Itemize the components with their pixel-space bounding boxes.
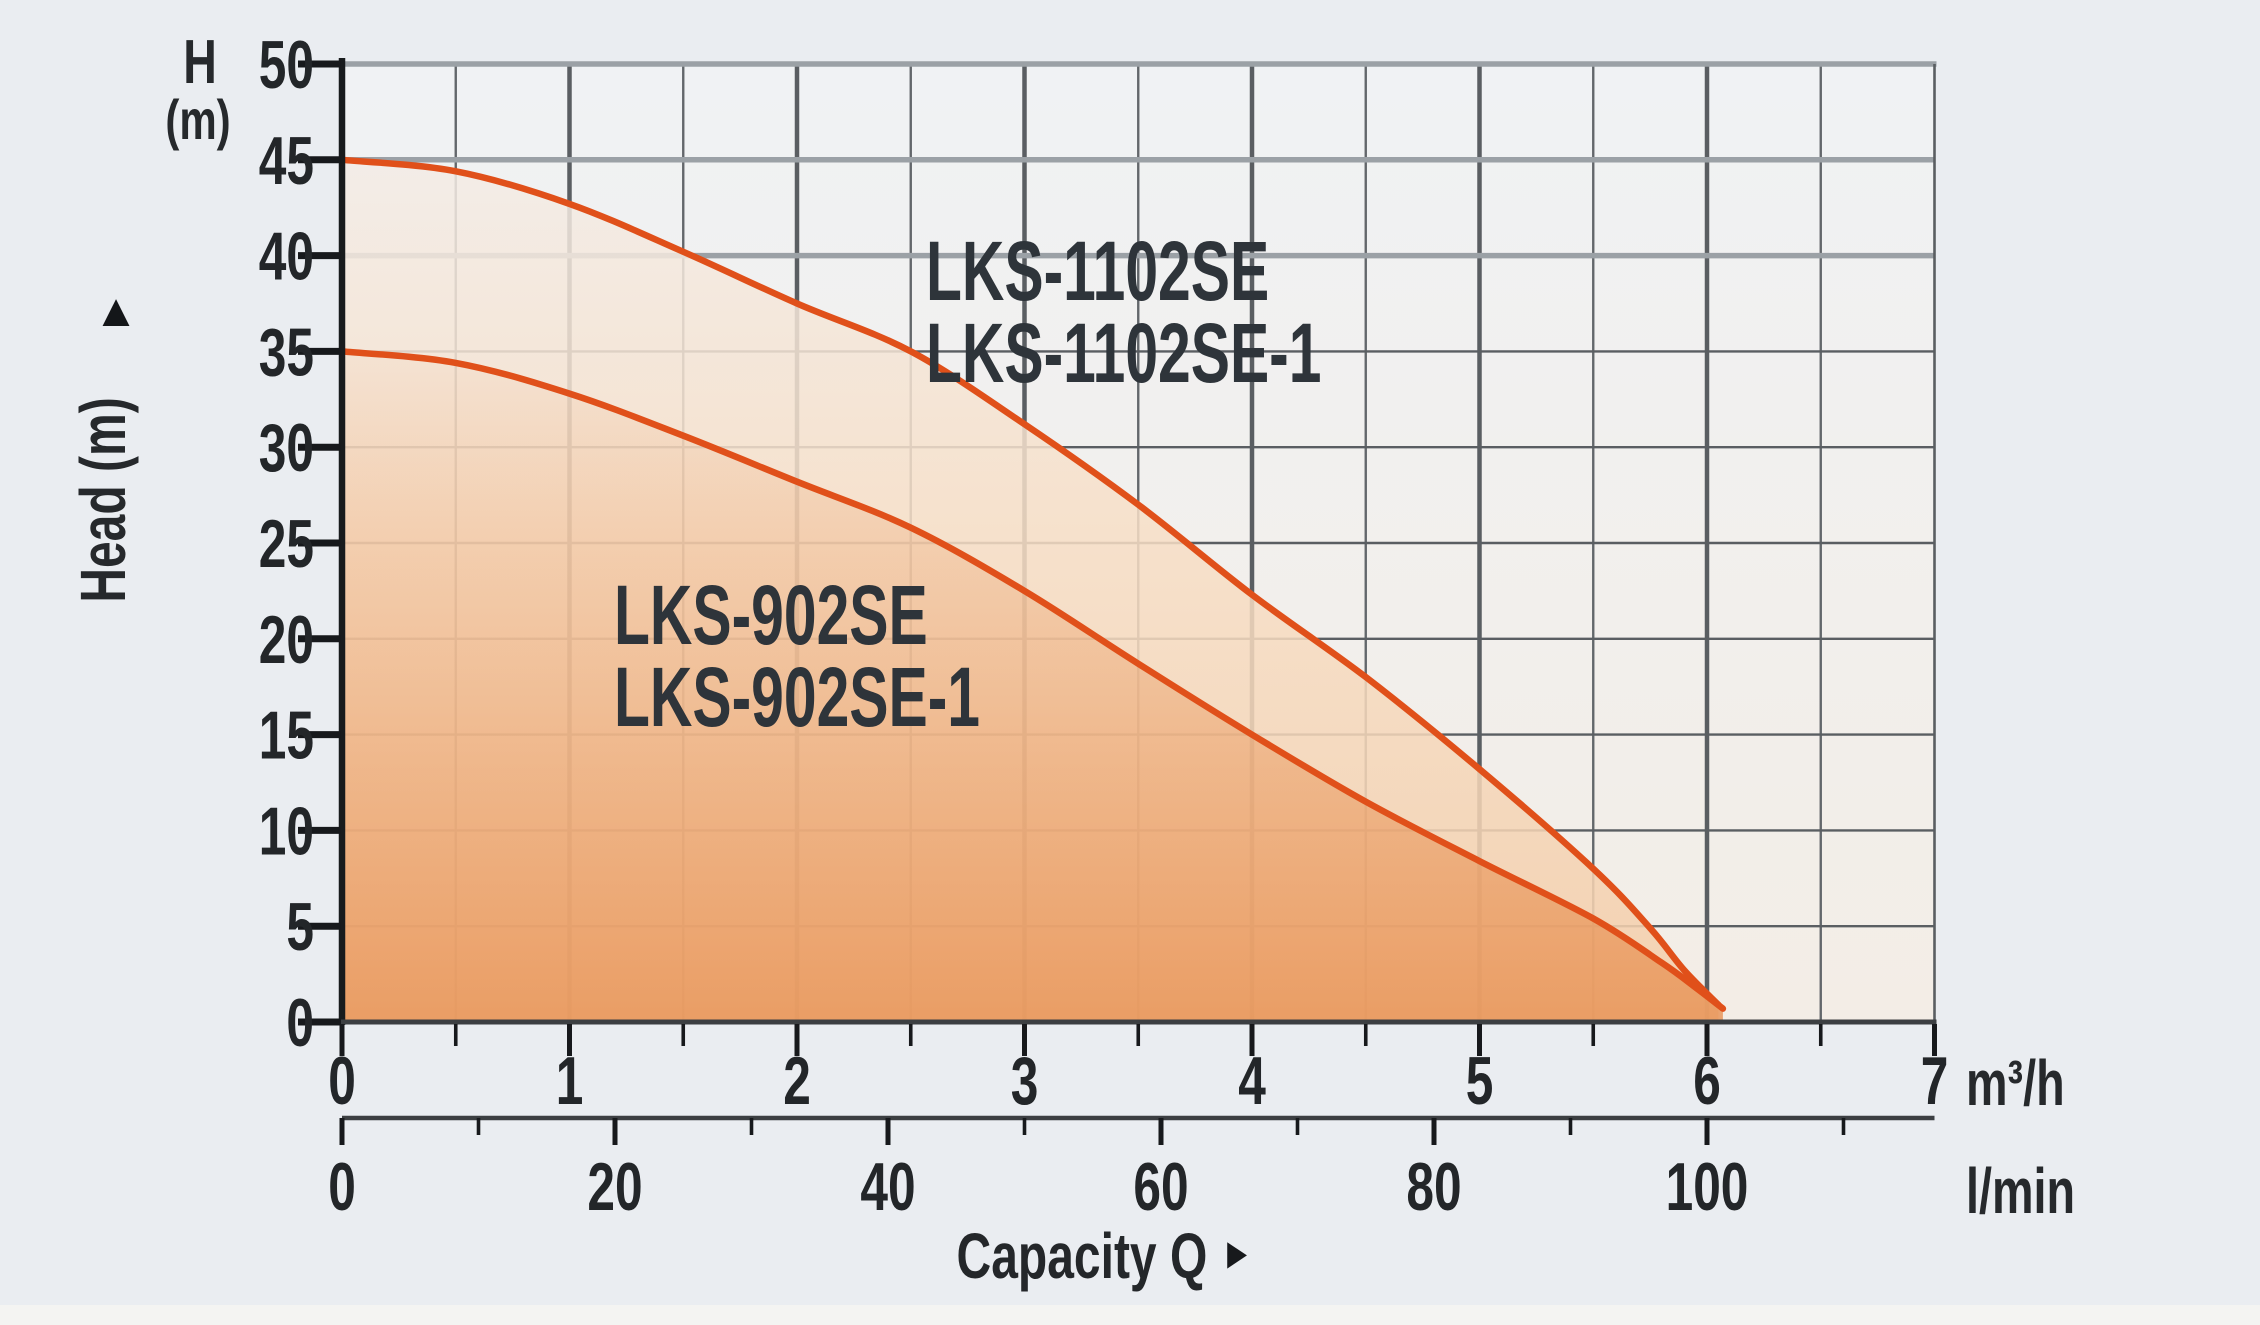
x-tick-label: 5 — [1466, 1042, 1494, 1119]
y-tick-label: 15 — [259, 697, 314, 774]
y-tick-label: 30 — [259, 410, 314, 487]
x-tick-label: 0 — [328, 1042, 356, 1119]
series-label-lks-902se: LKS-902SE LKS-902SE-1 — [614, 568, 981, 744]
y-axis-title: Head (m) — [67, 397, 139, 603]
x-tick-label: 4 — [1238, 1042, 1266, 1119]
x-axis-title-text: Capacity Q — [956, 1220, 1208, 1292]
x-axis-unit-m3h: m³/h — [1966, 1047, 2065, 1119]
x-tick-label: 7 — [1921, 1042, 1949, 1119]
y-tick-label: 50 — [259, 26, 314, 103]
y-tick-label: 10 — [259, 793, 314, 870]
y-axis-symbol: H — [183, 28, 217, 97]
x-tick-label: 1 — [556, 1042, 584, 1119]
curve-lks-1102se — [338, 156, 1722, 1009]
lmin-tick-label: 20 — [587, 1148, 642, 1225]
y-tick-label: 20 — [259, 601, 314, 678]
lmin-tick-label: 100 — [1666, 1148, 1749, 1225]
y-tick-label: 40 — [259, 218, 314, 295]
fill-lks-902se — [342, 351, 1723, 1022]
y-tick-label: 35 — [259, 314, 314, 391]
up-arrow-icon: ▲ — [93, 284, 139, 336]
x-tick-label: 3 — [1011, 1042, 1039, 1119]
lmin-tick-label: 60 — [1133, 1148, 1188, 1225]
x-tick-label: 2 — [783, 1042, 811, 1119]
series-label-line: LKS-1102SE-1 — [926, 306, 1322, 400]
y-tick-label: 0 — [286, 984, 314, 1061]
y-tick-label: 25 — [259, 505, 314, 582]
right-arrow-icon: ► — [1220, 1229, 1254, 1278]
x-axis-title: Capacity Q ► — [918, 1224, 1293, 1288]
y-tick-label: 45 — [259, 122, 314, 199]
lmin-tick-label: 80 — [1406, 1148, 1461, 1225]
lmin-tick-label: 0 — [328, 1148, 356, 1225]
lmin-tick-label: 40 — [860, 1148, 915, 1225]
series-label-lks-1102se: LKS-1102SE LKS-1102SE-1 — [926, 224, 1322, 400]
x-axis-unit-lmin: l/min — [1966, 1155, 2076, 1227]
y-axis-corner-unit: (m) — [165, 88, 231, 151]
x-tick-label: 6 — [1693, 1042, 1721, 1119]
page-bottom-strip — [0, 1305, 2260, 1325]
y-tick-label: 5 — [286, 889, 314, 966]
curve-lks-902se — [338, 348, 1727, 1012]
series-label-line: LKS-902SE-1 — [614, 650, 981, 744]
series-label-line: LKS-1102SE — [926, 224, 1270, 318]
series-label-line: LKS-902SE — [614, 568, 928, 662]
